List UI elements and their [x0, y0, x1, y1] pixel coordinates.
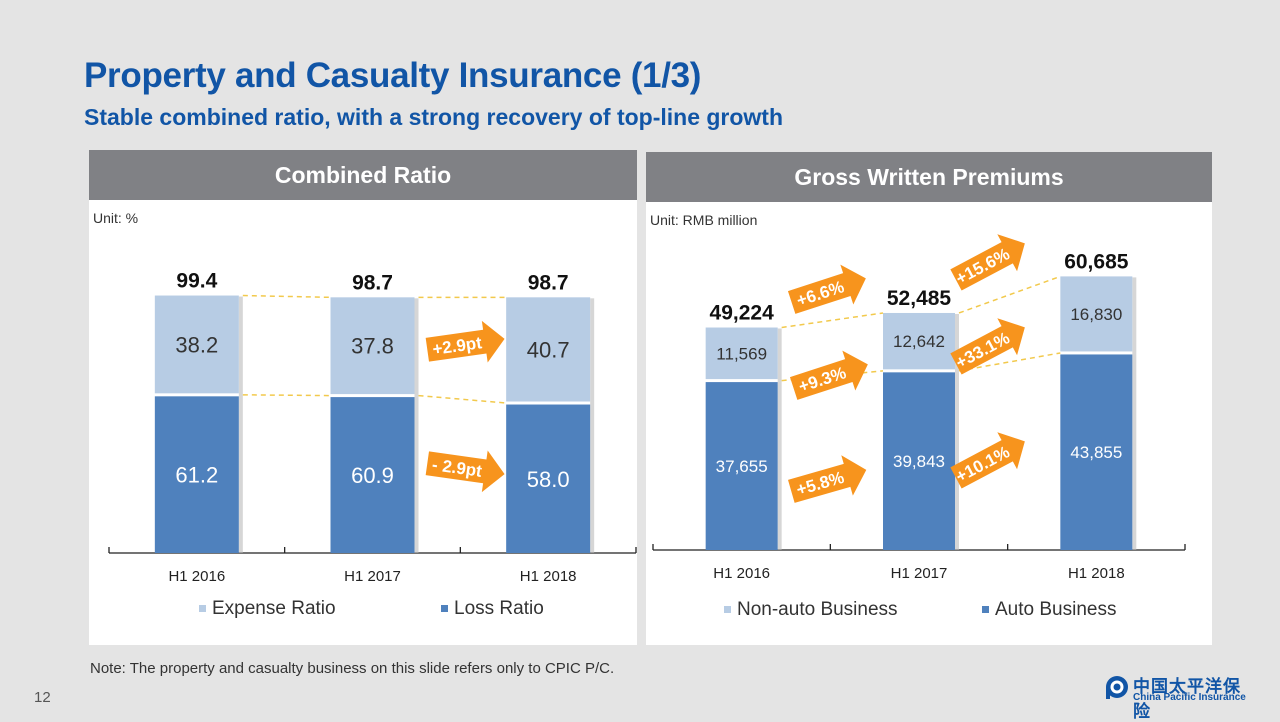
growth-arrow-icon	[425, 450, 505, 493]
arrow-loss-ratio: - 2.9pt	[425, 450, 505, 493]
arrow-non-auto-growth: +9.3%	[789, 350, 868, 400]
slide-subtitle: Stable combined ratio, with a strong rec…	[84, 104, 784, 130]
data-label: 58.0	[527, 467, 570, 492]
legend-label: Auto Business	[995, 599, 1116, 620]
growth-arrow-icon	[950, 318, 1025, 375]
bar-expense-ratio	[506, 297, 591, 402]
x-tick-label: H1 2017	[344, 568, 401, 585]
bar-loss-ratio	[154, 396, 239, 553]
gwp-unit: Unit: RMB million	[650, 212, 758, 228]
cpic-logo-icon	[1106, 676, 1128, 699]
x-tick-label: H1 2017	[891, 565, 948, 582]
data-label: 16,830	[1070, 305, 1122, 324]
bar-auto-business	[1060, 354, 1133, 550]
total-label: 49,224	[710, 302, 775, 325]
combined-ratio-panel: Combined Ratio Unit: % 61.2 38.2 99.4 H1 20…	[89, 150, 637, 645]
gross-written-premiums-panel: Gross Written Premiums Unit: RMB million…	[646, 152, 1212, 645]
dashed-connector	[418, 394, 507, 404]
combined-ratio-chart: 61.2 38.2 99.4 H1 2016 60.9 37.8 98.7 H1 2017 58…	[108, 270, 637, 619]
growth-arrow-icon	[789, 350, 868, 400]
x-tick-label: H1 2016	[713, 565, 770, 582]
growth-arrow-icon	[950, 432, 1025, 489]
data-label: 12,642	[893, 332, 945, 351]
total-label: 60,685	[1064, 250, 1129, 273]
bar-non-auto-business	[883, 312, 955, 370]
dashed-connector	[781, 370, 884, 382]
legend-label: Loss Ratio	[454, 598, 544, 619]
total-label: 99.4	[176, 270, 217, 293]
bar-loss-ratio	[506, 404, 591, 553]
company-logo: 中国太平洋保险 China Pacific Insurance	[1103, 672, 1253, 721]
growth-arrow-icon	[425, 320, 505, 363]
dashed-connector	[781, 312, 884, 329]
data-label: 38.2	[175, 332, 218, 357]
total-label: 98.7	[528, 271, 569, 294]
gross-written-premiums-chart: 37,655 11,569 49,224 H1 2016 39,843 12,642 52,…	[652, 234, 1186, 620]
growth-arrow-icon	[787, 264, 866, 314]
bar-non-auto-business	[1060, 276, 1133, 352]
bar-loss-ratio	[330, 397, 415, 553]
data-label: 61.2	[175, 463, 218, 488]
legend-label: Expense Ratio	[212, 598, 336, 619]
footnote: Note: The property and casualty business…	[90, 660, 615, 677]
arrow-auto-growth: +5.8%	[788, 455, 867, 503]
slide-title: Property and Casualty Insurance (1/3)	[84, 56, 702, 95]
legend-swatch	[724, 606, 731, 613]
dashed-connector	[958, 352, 1061, 372]
data-label: 37,655	[716, 457, 768, 476]
data-label: 37.8	[351, 334, 394, 359]
legend-swatch	[199, 605, 206, 612]
combined-ratio-header: Combined Ratio	[89, 150, 637, 200]
x-tick-label: H1 2016	[168, 568, 225, 585]
dashed-connector	[242, 294, 331, 299]
total-label: 52,485	[887, 287, 952, 310]
data-label: 11,569	[716, 344, 767, 363]
bar-shadow	[1132, 277, 1137, 550]
data-label: 60.9	[351, 463, 394, 488]
total-label: 98.7	[352, 271, 393, 294]
arrow-total-growth: +15.6%	[950, 234, 1025, 291]
legend-swatch	[441, 605, 448, 612]
bar-auto-business	[883, 372, 955, 550]
bar-shadow	[777, 328, 782, 550]
bar-expense-ratio	[330, 297, 415, 395]
bar-shadow	[414, 298, 419, 553]
legend-label: Non-auto Business	[737, 599, 898, 620]
bar-shadow	[590, 298, 595, 553]
bar-auto-business	[705, 382, 778, 550]
data-label: 43,855	[1070, 443, 1122, 462]
x-tick-label: H1 2018	[520, 568, 577, 585]
page-number: 12	[34, 689, 51, 706]
logo-english-text: China Pacific Insurance	[1133, 692, 1246, 703]
legend-swatch	[982, 606, 989, 613]
x-tick-label: H1 2018	[1068, 565, 1125, 582]
dashed-connector	[242, 394, 331, 397]
logo-chinese-text: 中国太平洋保险	[1133, 677, 1241, 721]
bar-non-auto-business	[705, 327, 778, 380]
growth-arrow-icon	[950, 234, 1025, 291]
growth-arrow-icon	[788, 455, 867, 503]
combined-ratio-unit: Unit: %	[93, 210, 139, 226]
gwp-header: Gross Written Premiums	[646, 152, 1212, 202]
arrow-auto-growth: +10.1%	[950, 432, 1025, 489]
bar-expense-ratio	[154, 295, 239, 394]
bar-shadow	[955, 313, 959, 550]
arrow-total-growth: +6.6%	[787, 264, 866, 314]
data-label: 40.7	[527, 337, 570, 362]
bar-shadow	[238, 296, 243, 553]
arrow-expense-ratio: +2.9pt	[425, 320, 505, 363]
data-label: 39,843	[893, 452, 945, 471]
